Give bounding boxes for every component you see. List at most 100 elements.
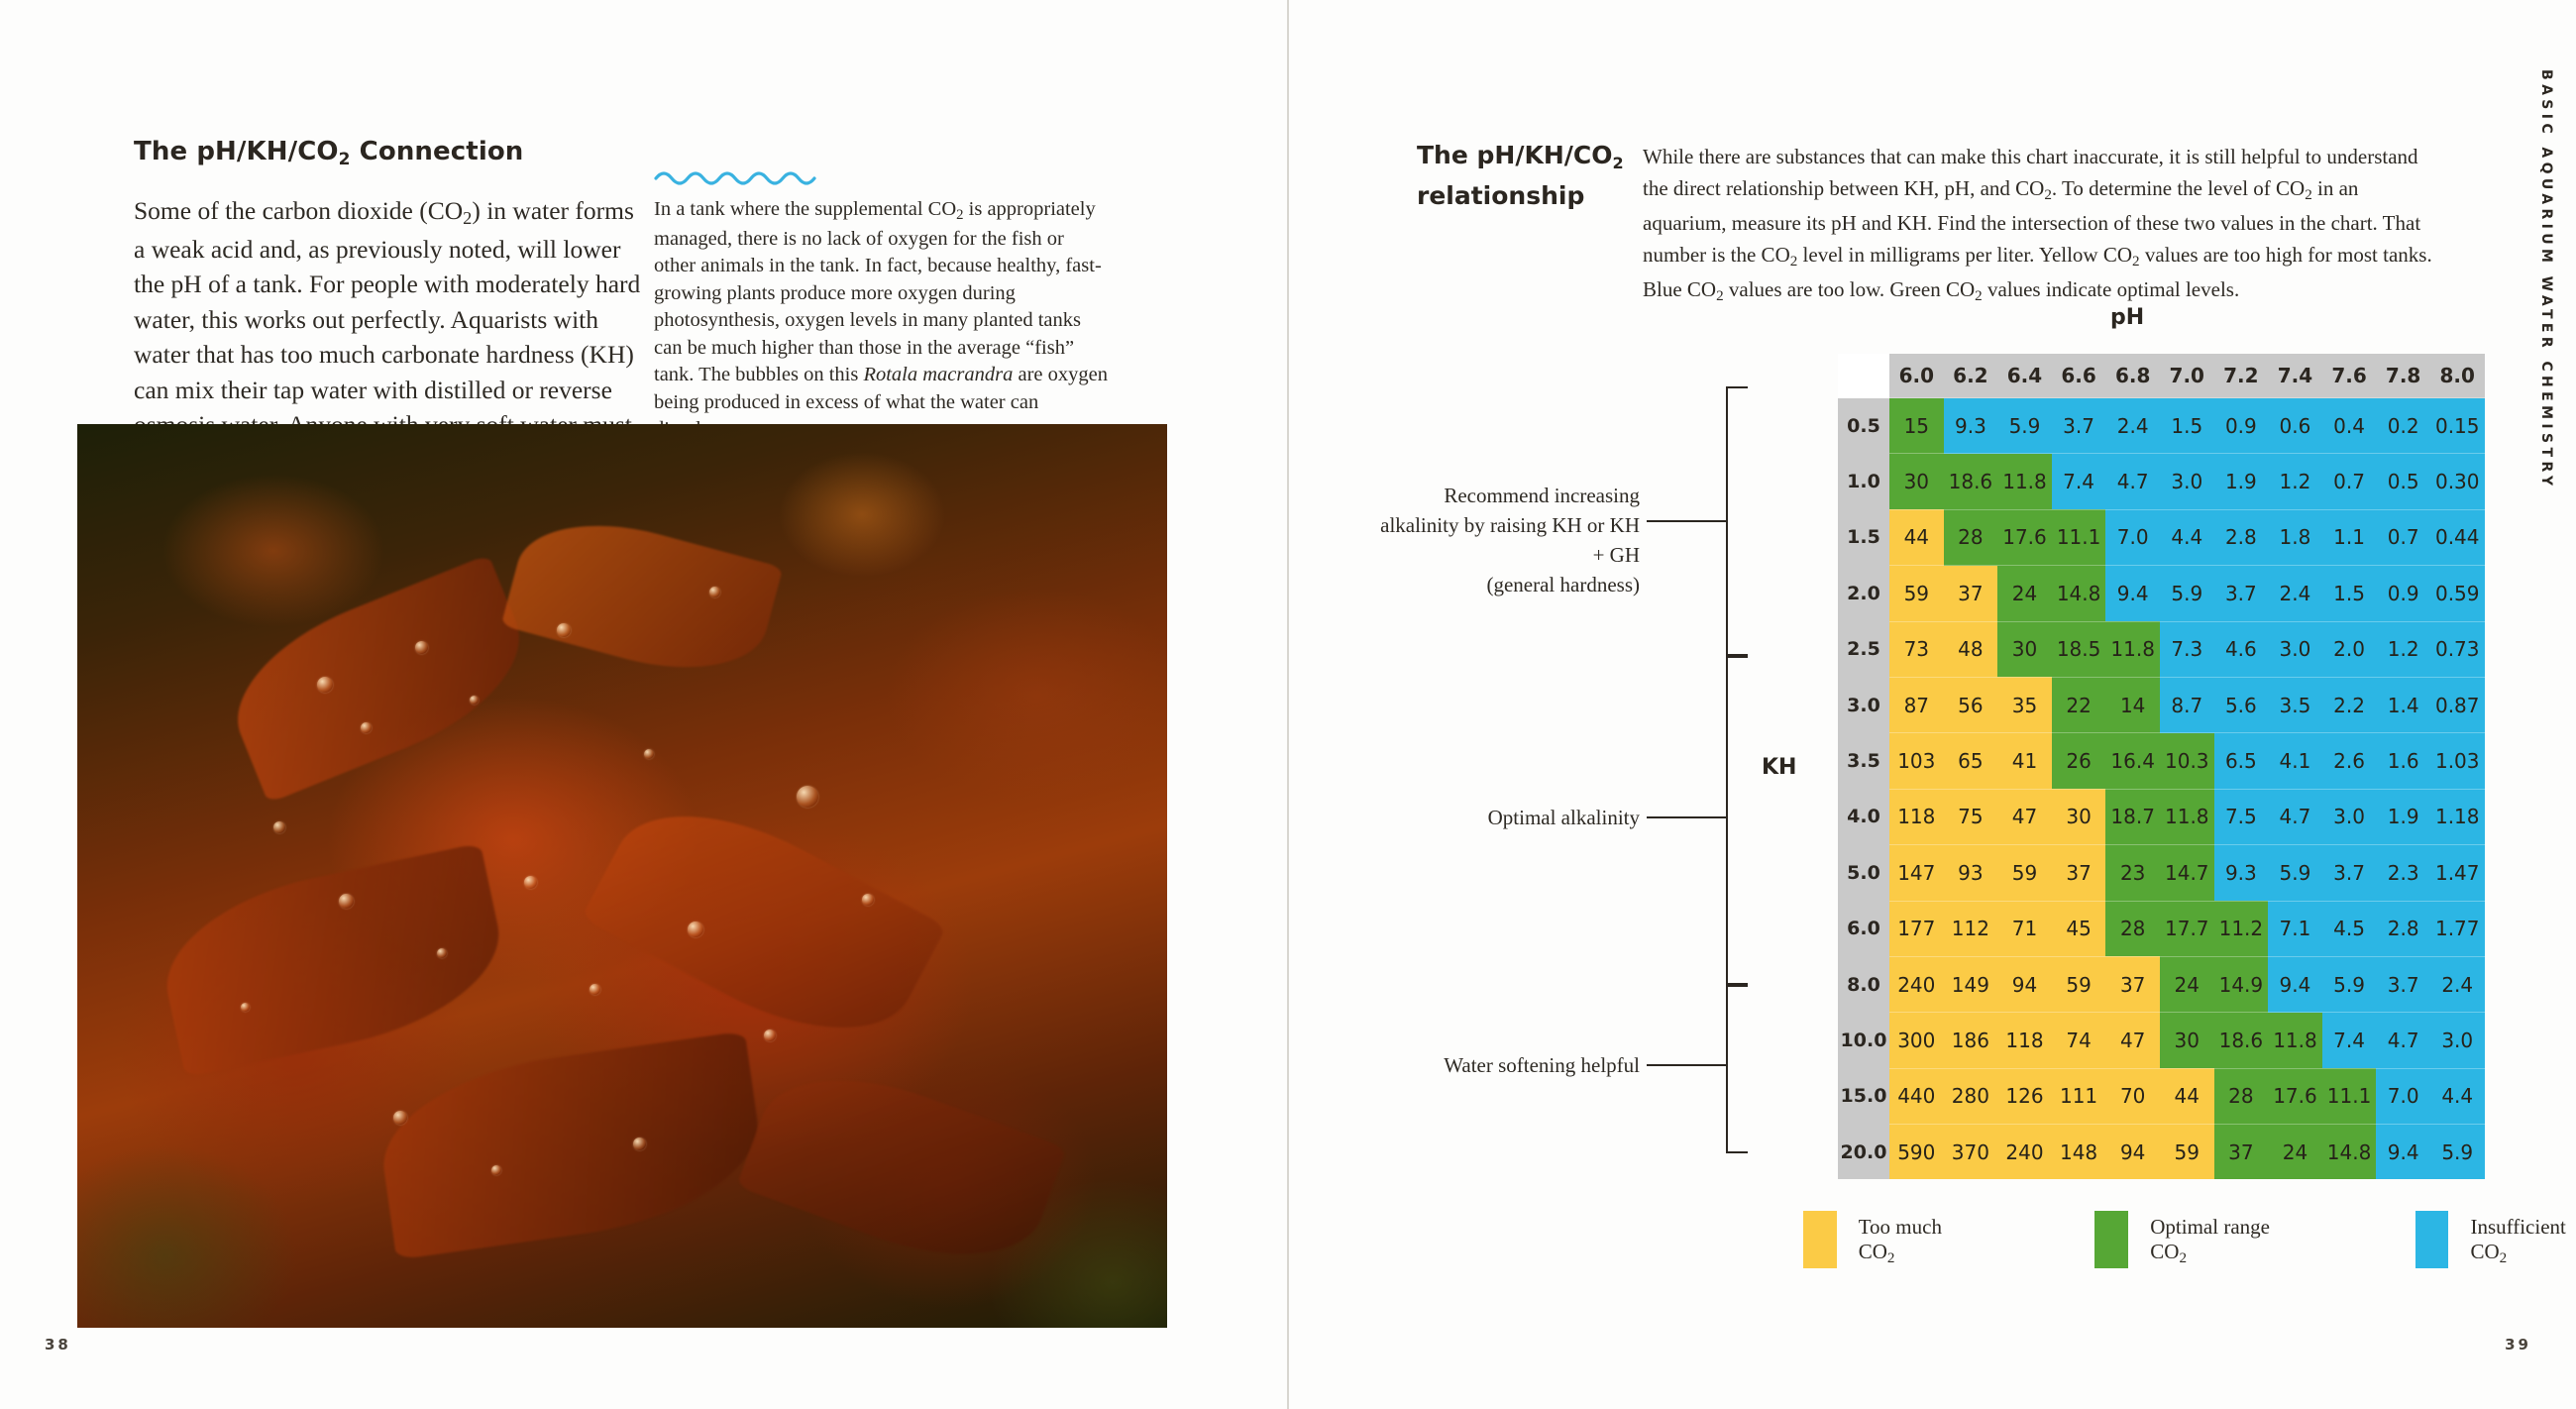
legend-swatch-insufficient [2415,1211,2449,1268]
ph-header-7.0: 7.0 [2159,354,2214,398]
cell-kh2.0-ph7.8: 0.9 [2376,565,2430,622]
cell-kh2.5-ph6.0: 73 [1889,620,1944,678]
cell-kh2.5-ph7.0: 7.3 [2159,620,2214,678]
cell-kh20.0-ph7.2: 37 [2213,1124,2269,1180]
cell-kh10.0-ph6.0: 300 [1889,1012,1944,1069]
cell-kh8.0-ph7.6: 5.9 [2321,955,2377,1013]
ann-water-softening: Water softening helpful [1444,1053,1640,1077]
cell-kh4.0-ph6.6: 30 [2051,788,2106,845]
cell-kh0.5-ph6.6: 3.7 [2051,396,2106,454]
table-row: 1.5 44 28 17.6 11.1 7.0 4.4 2.8 1.8 1.1 0.7 0.44 [1838,508,2485,566]
cell-kh3.5-ph7.2: 6.5 [2213,732,2269,790]
kh-header-3.0: 3.0 [1838,677,1889,733]
cell-kh20.0-ph6.4: 240 [1997,1124,2052,1180]
cell-kh4.0-ph7.8: 1.9 [2376,788,2430,845]
cell-kh5.0-ph7.8: 2.3 [2376,844,2430,902]
cell-kh1.5-ph6.8: 7.0 [2105,508,2160,566]
cell-kh3.0-ph8.0: 0.87 [2429,676,2485,733]
chapter-side-tab: BASIC AQUARIUM WATER CHEMISTRY [2538,69,2554,490]
cell-kh2.5-ph6.4: 30 [1997,620,2052,678]
ph-header-7.8: 7.8 [2376,354,2430,398]
kh-header-2.0: 2.0 [1838,565,1889,622]
cell-kh3.5-ph6.6: 26 [2051,732,2106,790]
cell-kh6.0-ph7.8: 2.8 [2376,900,2430,957]
squiggle-divider-icon [654,171,816,185]
table-corner-cell [1838,354,1889,398]
cell-kh5.0-ph6.4: 59 [1997,844,2052,902]
cell-kh15.0-ph8.0: 4.4 [2429,1067,2485,1125]
cell-kh15.0-ph6.2: 280 [1943,1067,1998,1125]
cell-kh2.5-ph6.6: 18.5 [2051,620,2106,678]
cell-kh1.0-ph7.2: 1.9 [2213,453,2269,510]
cell-kh0.5-ph7.0: 1.5 [2159,396,2214,454]
cell-kh15.0-ph7.6: 11.1 [2321,1067,2377,1125]
legend-swatch-optimal [2094,1211,2129,1268]
cell-kh10.0-ph6.2: 186 [1943,1012,1998,1069]
cell-kh5.0-ph7.2: 9.3 [2213,844,2269,902]
cell-kh1.5-ph6.4: 17.6 [1997,508,2052,566]
cell-kh4.0-ph6.8: 18.7 [2105,788,2160,845]
cell-kh20.0-ph7.6: 14.8 [2321,1124,2377,1180]
cell-kh20.0-ph6.8: 94 [2105,1124,2160,1180]
bracket-stem-recommend-increasing [1647,520,1726,522]
kh-header-15.0: 15.0 [1838,1068,1889,1125]
cell-kh0.5-ph7.4: 0.6 [2268,396,2322,454]
cell-kh4.0-ph7.6: 3.0 [2321,788,2377,845]
cell-kh2.5-ph7.2: 4.6 [2213,620,2269,678]
kh-header-8.0: 8.0 [1838,956,1889,1013]
cell-kh3.5-ph7.8: 1.6 [2376,732,2430,790]
ann-optimal-alkalinity: Optimal alkalinity [1487,806,1640,829]
cell-kh2.5-ph7.4: 3.0 [2268,620,2322,678]
cell-kh1.5-ph7.0: 4.4 [2159,508,2214,566]
cell-kh1.0-ph6.4: 11.8 [1997,453,2052,510]
table-row: 1.0 30 18.6 11.8 7.4 4.7 3.0 1.9 1.2 0.7 0.5 0.30 [1838,453,2485,510]
cell-kh1.5-ph7.8: 0.7 [2376,508,2430,566]
bracket-optimal-alkalinity [1726,654,1748,987]
cell-kh6.0-ph6.6: 45 [2051,900,2106,957]
page-left: The pH/KH/CO2 Connection Some of the car… [0,0,1287,1409]
cell-kh6.0-ph6.0: 177 [1889,900,1944,957]
cell-kh15.0-ph7.2: 28 [2213,1067,2269,1125]
cell-kh2.0-ph7.2: 3.7 [2213,565,2269,622]
bracket-stem-optimal-alkalinity [1647,816,1726,818]
cell-kh4.0-ph7.0: 11.8 [2159,788,2214,845]
cell-kh3.0-ph7.6: 2.2 [2321,676,2377,733]
cell-kh8.0-ph6.0: 240 [1889,955,1944,1013]
cell-kh6.0-ph7.4: 7.1 [2268,900,2322,957]
cell-kh4.0-ph6.2: 75 [1943,788,1998,845]
chart-intro-text: While there are substances that can make… [1643,145,2432,305]
cell-kh1.0-ph7.0: 3.0 [2159,453,2214,510]
cell-kh1.0-ph6.6: 7.4 [2051,453,2106,510]
kh-header-2.5: 2.5 [1838,621,1889,678]
page-number-left: 38 [45,1336,71,1354]
cell-kh15.0-ph6.6: 111 [2051,1067,2106,1125]
cell-kh4.0-ph6.4: 47 [1997,788,2052,845]
rotala-macrandra-photo [77,424,1167,1328]
cell-kh2.0-ph7.6: 1.5 [2321,565,2377,622]
cell-kh2.0-ph6.2: 37 [1943,565,1998,622]
cell-kh6.0-ph7.6: 4.5 [2321,900,2377,957]
cell-kh8.0-ph7.8: 3.7 [2376,955,2430,1013]
ph-header-6.6: 6.6 [2051,354,2106,398]
cell-kh3.0-ph6.2: 56 [1943,676,1998,733]
cell-kh3.0-ph6.6: 22 [2051,676,2106,733]
cell-kh10.0-ph6.8: 47 [2105,1012,2160,1069]
cell-kh3.0-ph6.0: 87 [1889,676,1944,733]
cell-kh2.5-ph8.0: 0.73 [2429,620,2485,678]
table-row: 15.0 440 280 126 111 70 44 28 17.6 11.1 7.0 4.4 [1838,1067,2485,1125]
cell-kh15.0-ph7.4: 17.6 [2268,1067,2322,1125]
cell-kh6.0-ph7.0: 17.7 [2159,900,2214,957]
cell-kh1.0-ph8.0: 0.30 [2429,453,2485,510]
cell-kh6.0-ph7.2: 11.2 [2213,900,2269,957]
legend-label-too-much: Too much CO2 [1858,1215,1942,1267]
ph-header-8.0: 8.0 [2429,354,2485,398]
cell-kh2.0-ph7.4: 2.4 [2268,565,2322,622]
cell-kh1.5-ph6.2: 28 [1943,508,1998,566]
cell-kh0.5-ph6.4: 5.9 [1997,396,2052,454]
cell-kh10.0-ph6.6: 74 [2051,1012,2106,1069]
cell-kh10.0-ph6.4: 118 [1997,1012,2052,1069]
cell-kh5.0-ph7.4: 5.9 [2268,844,2322,902]
chart-legend: Too much CO2 Optimal range CO2 Insufficien… [1803,1211,2576,1268]
ph-header-6.2: 6.2 [1943,354,1998,398]
cell-kh1.5-ph6.0: 44 [1889,508,1944,566]
